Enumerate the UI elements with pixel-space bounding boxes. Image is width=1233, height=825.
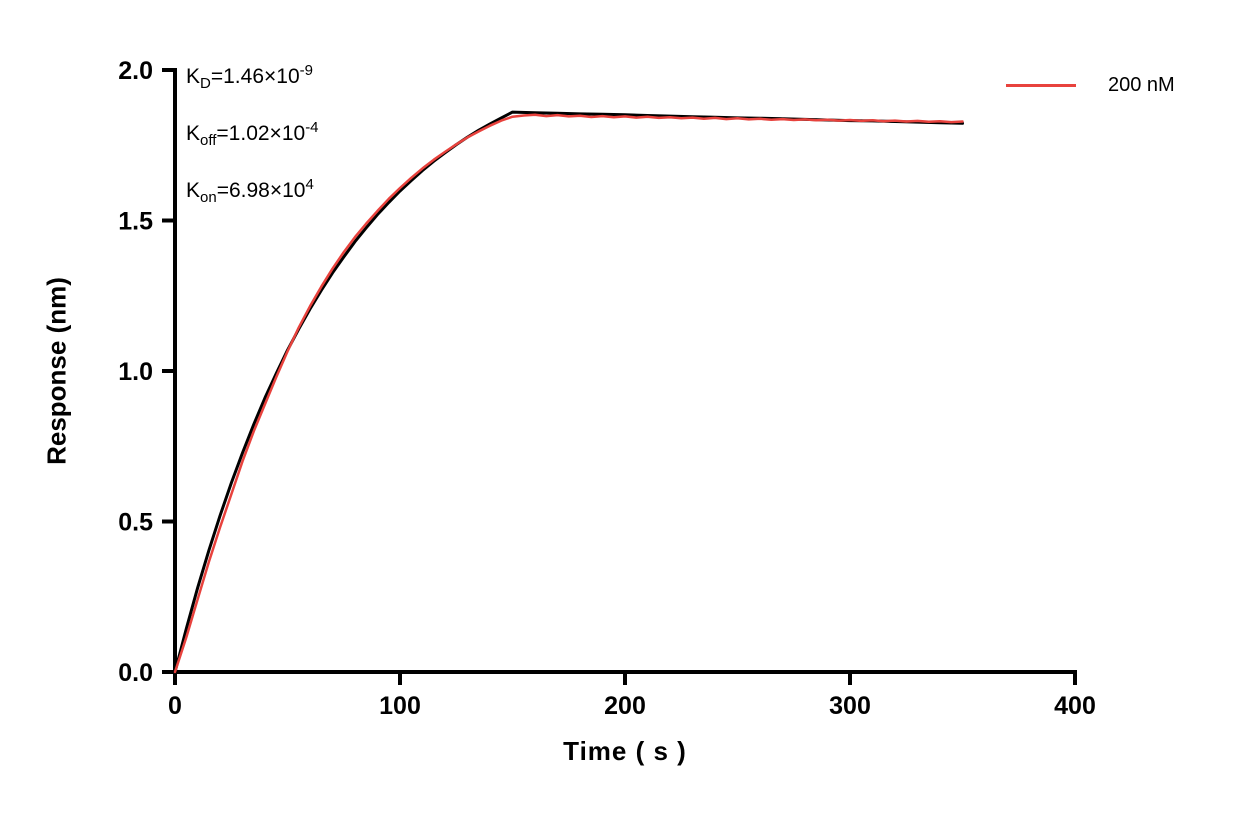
annotation-kon-sub: on — [200, 189, 217, 207]
kinetics-annotations: KD=1.46×10-9 Koff=1.02×10-4 Kon=6.98×104 — [186, 58, 319, 230]
annotation-koff-value: =1.02×10 — [216, 122, 306, 146]
annotation-kon-base: K — [186, 179, 201, 203]
annotation-kon-exp: 4 — [305, 176, 314, 194]
y-tick-label: 1.5 — [118, 208, 153, 236]
legend: 200 nM — [1006, 74, 1175, 96]
x-axis-title: Time ( s ) — [563, 736, 687, 766]
annotation-kon: Kon=6.98×104 — [186, 172, 319, 210]
x-tick-label: 0 — [168, 692, 182, 720]
x-tick-label: 300 — [829, 692, 871, 720]
annotation-kd-base: K — [186, 65, 201, 88]
annotation-koff: Koff=1.02×10-4 — [186, 115, 319, 153]
y-tick-label: 0.0 — [118, 659, 153, 687]
annotation-kd-sub: D — [200, 75, 211, 93]
annotation-koff-sub: off — [200, 132, 217, 150]
annotation-kon-value: =6.98×10 — [216, 179, 306, 203]
y-axis-title: Response (nm) — [41, 277, 72, 465]
y-tick-label: 0.5 — [118, 509, 153, 537]
x-tick-label: 100 — [379, 692, 421, 720]
annotation-kd: KD=1.46×10-9 — [186, 58, 319, 96]
annotation-kd-exp: -9 — [299, 62, 313, 79]
annotation-koff-base: K — [186, 122, 201, 146]
series-200-nm — [173, 113, 964, 674]
y-tick-label: 2.0 — [118, 57, 153, 85]
annotation-koff-exp: -4 — [305, 119, 319, 137]
legend-label-200nM: 200 nM — [1108, 73, 1175, 96]
y-tick-label: 1.0 — [118, 358, 153, 386]
x-tick-label: 400 — [1054, 692, 1096, 720]
legend-line-200nM — [1006, 83, 1076, 87]
annotation-kd-value: =1.46×10 — [210, 65, 300, 88]
x-tick-label: 200 — [604, 692, 646, 720]
